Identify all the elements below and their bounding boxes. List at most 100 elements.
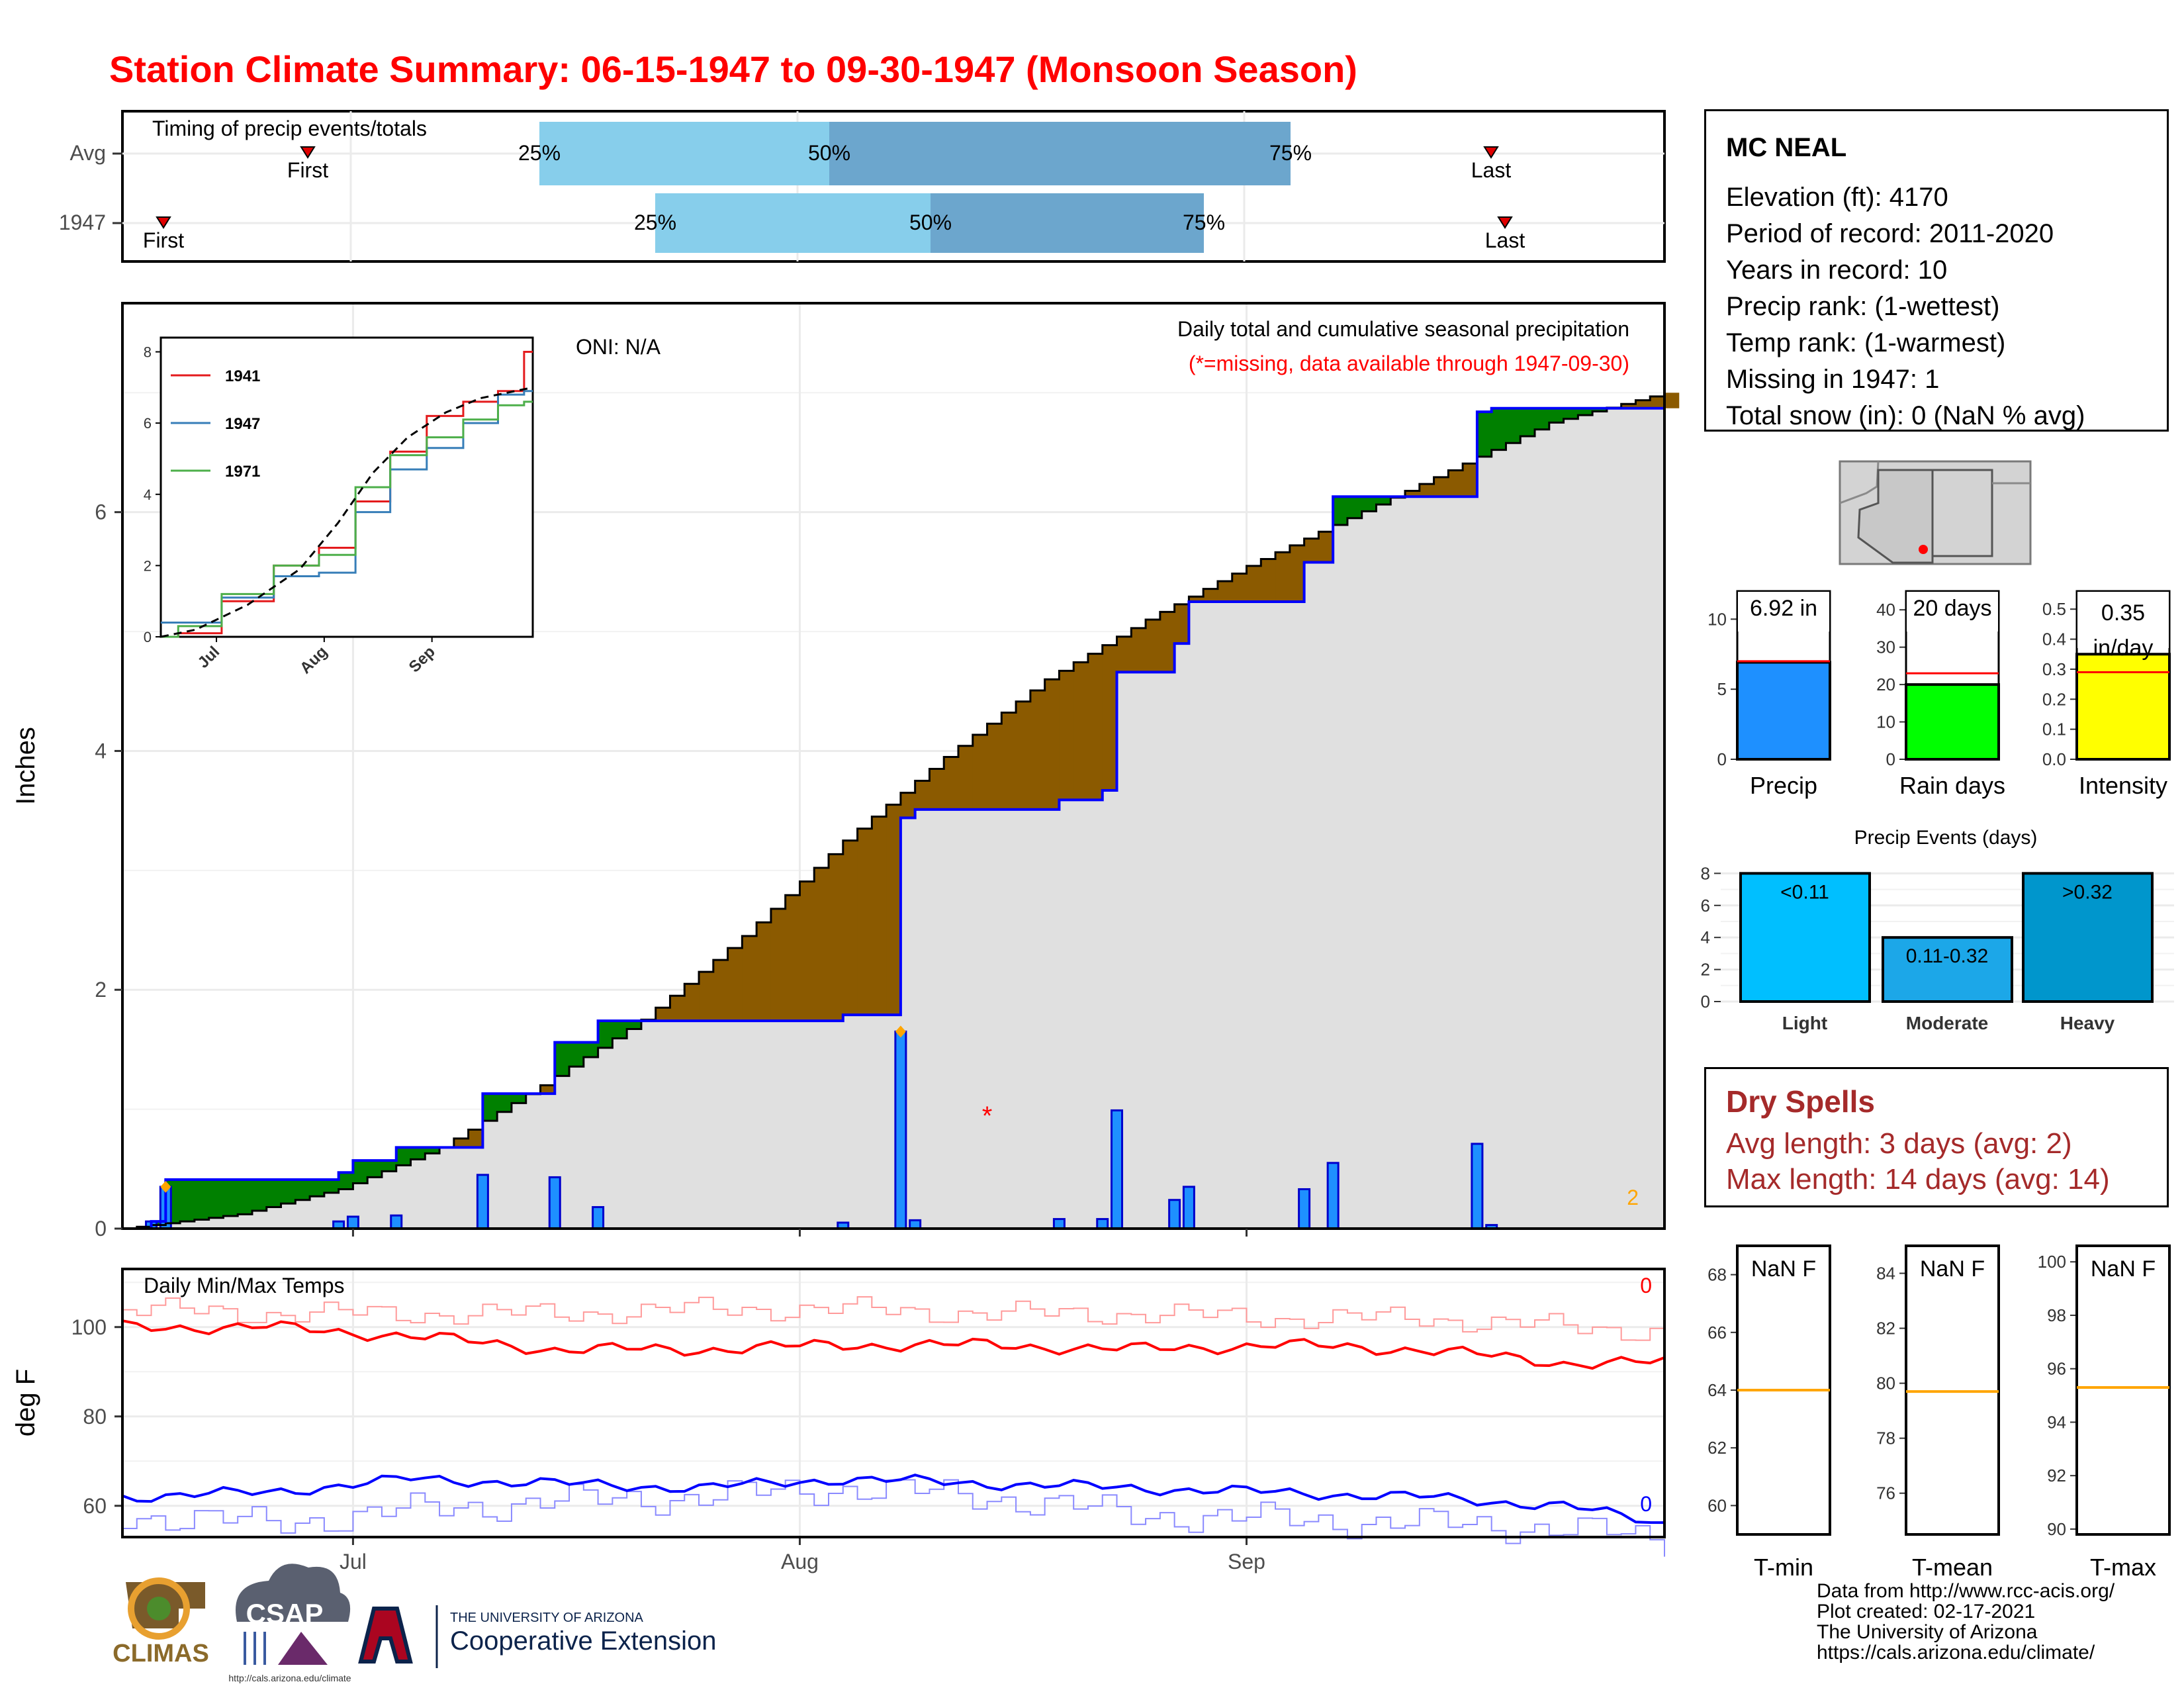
dry-spells-title: Dry Spells [1726, 1084, 1875, 1119]
rain-days-label: Rain days [1899, 772, 2005, 799]
precip-total-tick-label: 0 [1717, 749, 1727, 769]
daily-precip-bar [390, 1214, 403, 1230]
dry-spells-box: Dry Spells Avg length: 3 days (avg: 2) M… [1704, 1067, 2169, 1207]
events-y-tick-label: 4 [1701, 927, 1710, 947]
surplus-segment [410, 1147, 426, 1160]
deficit-segment [1433, 477, 1449, 497]
climas-logo: CLIMAS [113, 1577, 209, 1667]
deficit-segment [655, 1008, 670, 1021]
event-category-label: Light [1782, 1013, 1827, 1033]
event-bar-value: 0.11-0.32 [1906, 945, 1989, 967]
rain-days-tick-label: 0 [1886, 749, 1895, 769]
surplus-segment [1563, 408, 1578, 419]
surplus-segment [583, 1042, 599, 1058]
obs-last-marker [1497, 216, 1513, 229]
deficit-segment [1189, 596, 1204, 602]
surplus-segment [223, 1180, 238, 1217]
station-map [1839, 460, 2032, 565]
surplus-segment [367, 1160, 383, 1178]
tmean-panel-tick-label: 84 [1876, 1264, 1895, 1284]
tmin-panel-tick-label: 64 [1707, 1380, 1727, 1400]
surplus-segment [180, 1180, 195, 1222]
daily-precip-bar [1096, 1218, 1109, 1230]
oni-label: ONI: N/A [576, 335, 661, 359]
deficit-segment [770, 908, 786, 1021]
deficit-segment [1059, 671, 1074, 800]
inset-legend-label: 1947 [225, 415, 260, 433]
daily-precip-bar [1326, 1162, 1340, 1230]
deficit-segment [799, 881, 815, 1021]
tmean-panel-tick-label: 76 [1876, 1483, 1895, 1503]
surplus-segment [353, 1160, 368, 1184]
station-marker [1919, 545, 1928, 554]
obs-last-label: Last [1485, 228, 1525, 252]
rain-days-tick-label: 40 [1876, 600, 1895, 620]
surplus-segment [555, 1042, 570, 1076]
deficit-segment [1275, 552, 1291, 602]
precip-frame [121, 302, 1666, 1230]
temp-y-tick-label: 80 [83, 1405, 107, 1429]
surplus-segment [310, 1180, 325, 1197]
intensity-tick-label: 0.4 [2042, 630, 2066, 649]
corner-count: 2 [1627, 1186, 1639, 1209]
surplus-segment [598, 1021, 613, 1048]
deficit-segment [886, 804, 901, 1015]
intensity-bar [2075, 653, 2171, 761]
station-snow: Total snow (in): 0 (NaN % avg) [1726, 401, 2085, 430]
deficit-segment [1016, 701, 1031, 810]
deficit-segment [1318, 532, 1334, 563]
events-y-tick-label: 6 [1701, 896, 1710, 915]
station-precip-rank: Precip rank: (1-wettest) [1726, 292, 2000, 321]
tmax-missing-count: 0 [1640, 1274, 1652, 1297]
obs-first-marker [156, 216, 171, 229]
deficit-segment [1650, 396, 1665, 408]
intensity-unit: in/day [2093, 635, 2154, 661]
rain-days-label-bg [1907, 592, 1998, 632]
inset-legend-label: 1941 [225, 367, 260, 385]
surplus-segment [1361, 496, 1377, 512]
tmean-panel-tick-label: 78 [1876, 1429, 1895, 1448]
avg-q50-q75-bar [829, 122, 1291, 185]
surplus-segment [324, 1180, 340, 1193]
precip-y-tick-label: 4 [95, 739, 107, 763]
dry-spells-avg: Avg length: 3 days (avg: 2) [1726, 1127, 2072, 1160]
inset-y-tick-label: 0 [144, 629, 152, 645]
surplus-segment [151, 1221, 166, 1225]
tmax-panel-tick-label: 100 [2038, 1252, 2066, 1272]
obs-p25-label: 25% [634, 211, 676, 234]
deficit-segment [1289, 545, 1305, 602]
footer-source: Data from http://www.rcc-acis.org/ [1817, 1580, 2115, 1602]
inset-average-line [160, 386, 533, 638]
inset-legend-label: 1971 [225, 463, 260, 481]
avg-q25-q50-bar [539, 122, 829, 185]
csap-url: http://cals.arizona.edu/climate [228, 1673, 351, 1683]
tmean-panel-tick-label: 80 [1876, 1374, 1895, 1393]
rain-days-bar [1905, 683, 2000, 761]
events-y-tick-label: 8 [1701, 863, 1710, 883]
max-precip-marker [160, 1180, 171, 1193]
event-bar-light [1739, 872, 1871, 1004]
tmean-panel-label: T-mean [1912, 1554, 1993, 1581]
daily-precip-bar [894, 1030, 907, 1230]
deficit-segment [756, 922, 772, 1021]
tmax-panel-tick-label: 96 [2047, 1359, 2066, 1379]
intensity-tick-label: 0.5 [2042, 599, 2066, 619]
tmax-panel-frame [2075, 1244, 2171, 1536]
deficit-segment [900, 792, 916, 818]
rain-days-tick-label: 20 [1876, 675, 1895, 694]
daily-precip-bar [1052, 1218, 1066, 1230]
avg-p75-label: 75% [1269, 141, 1312, 165]
surplus-segment [511, 1094, 527, 1103]
csap-cloud [236, 1564, 351, 1622]
deficit-segment [1116, 636, 1132, 673]
csap-logo: CSAP http://cals.arizona.edu/climate [228, 1564, 351, 1683]
precip-y-tick-label: 6 [95, 500, 107, 524]
temp-frame [121, 1268, 1666, 1538]
avg-last-label: Last [1471, 158, 1512, 182]
tmax-panel-tick-label: 92 [2047, 1466, 2066, 1485]
event-category-label: Heavy [2060, 1013, 2115, 1033]
observed-cumulative-area [122, 408, 1664, 1229]
avg-first-marker [300, 146, 316, 159]
summary-bars: 0 5 10 Precip 6.92 in 0 10 20 30 40 Rain days 20 da… [1707, 590, 2171, 799]
